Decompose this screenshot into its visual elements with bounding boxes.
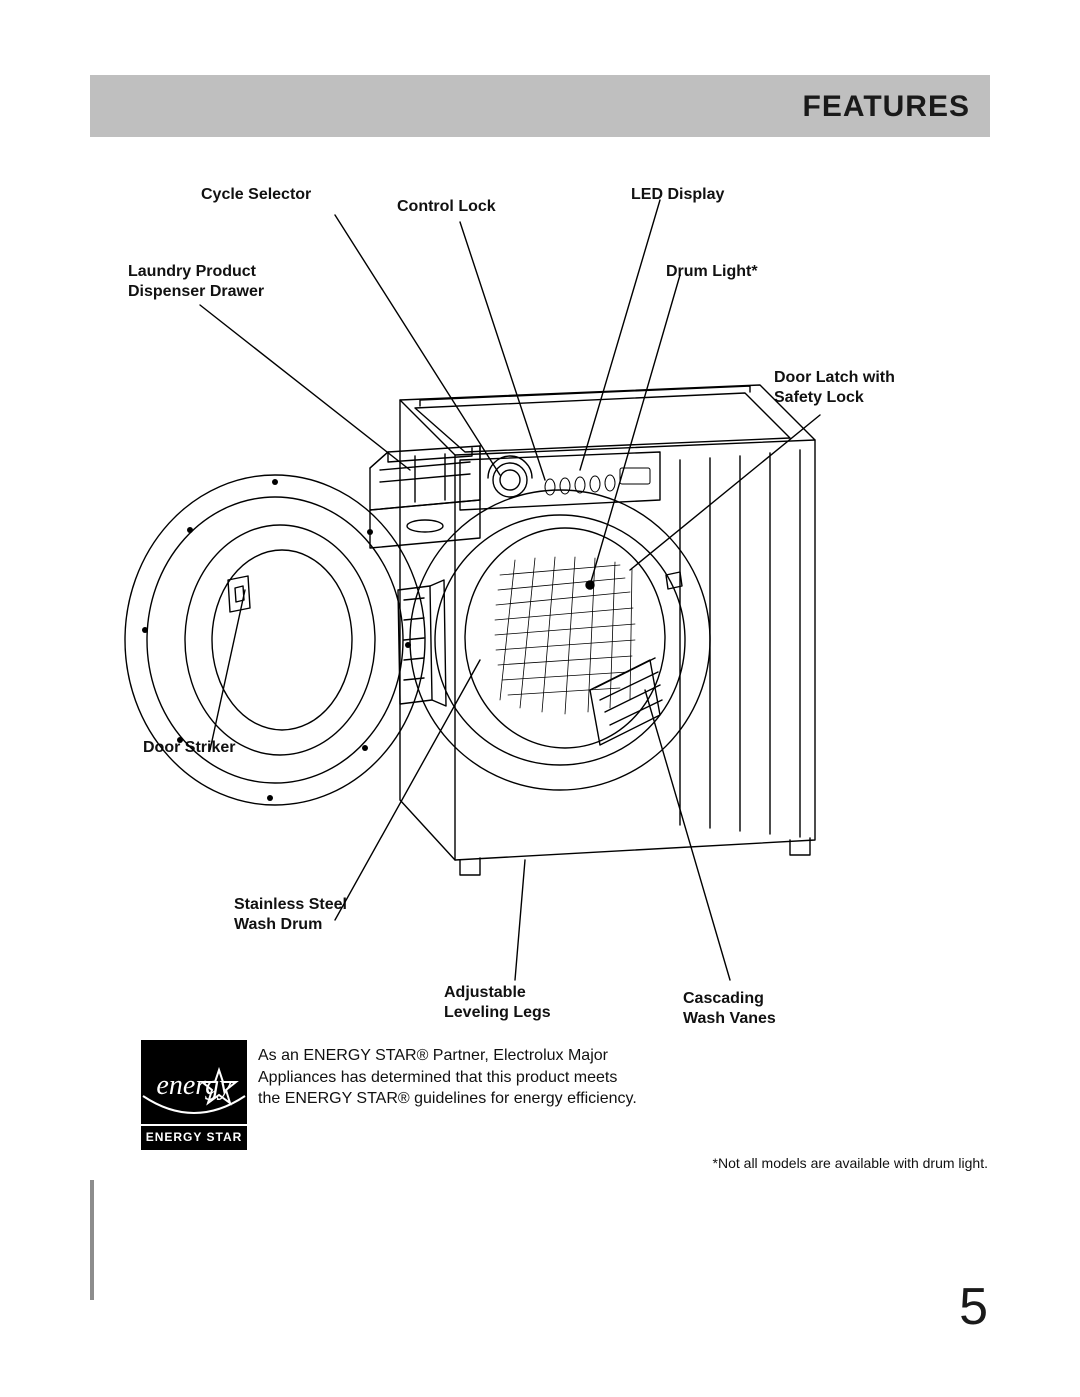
energy-star-script: energy bbox=[141, 1070, 247, 1102]
energy-star-word: ENERGY STAR bbox=[141, 1124, 247, 1144]
header-bar: FEATURES bbox=[90, 75, 990, 137]
header-title: FEATURES bbox=[803, 90, 970, 124]
washer-diagram bbox=[120, 160, 1000, 1080]
energy-star-text: As an ENERGY STAR® Partner, Electrolux M… bbox=[258, 1045, 638, 1110]
energy-star-badge: energy ENERGY STAR bbox=[141, 1040, 247, 1150]
page-number: 5 bbox=[959, 1277, 988, 1337]
footnote: *Not all models are available with drum … bbox=[713, 1155, 988, 1171]
side-rule bbox=[90, 1180, 94, 1300]
